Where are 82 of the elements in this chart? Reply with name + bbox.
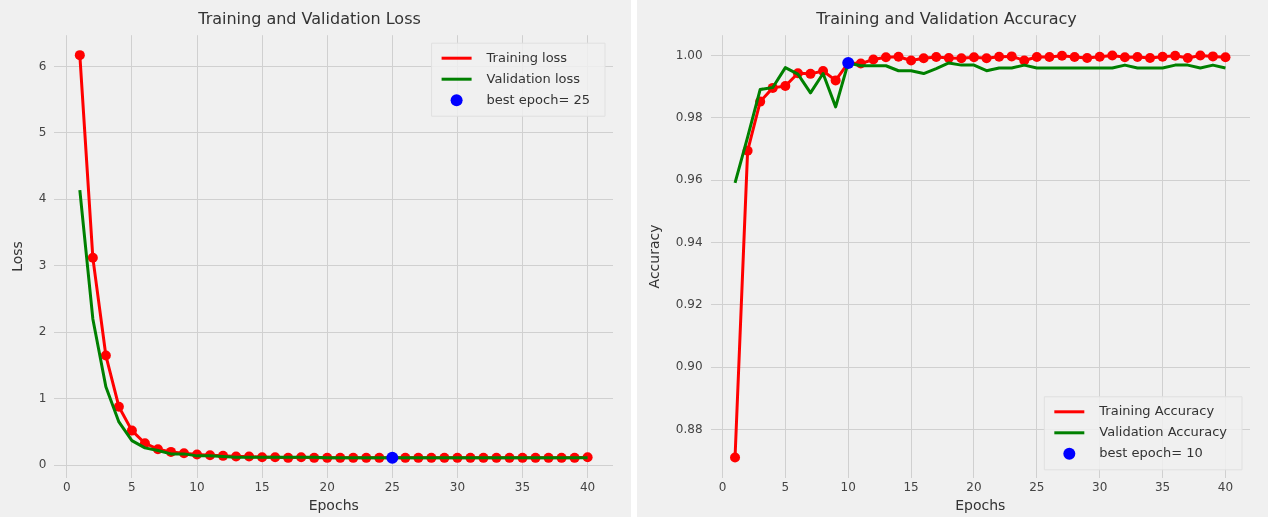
x-tick-label: 25 (384, 480, 400, 495)
x-tick-label: 10 (189, 480, 205, 495)
point (1170, 50, 1181, 61)
point (1006, 51, 1017, 62)
point (1220, 52, 1231, 63)
x-tick-label: 20 (319, 480, 335, 495)
chart-title: Training and Validation Loss (197, 8, 421, 28)
point (868, 54, 879, 65)
legend-label: Training loss (485, 49, 568, 65)
point (113, 401, 124, 412)
point (1132, 52, 1143, 63)
point (1057, 50, 1067, 61)
point (1031, 52, 1042, 63)
point (1157, 51, 1168, 62)
x-axis-title: Epochs (955, 497, 1006, 514)
point (1207, 51, 1218, 62)
legend-label: best epoch= 10 (1099, 445, 1203, 461)
point (931, 52, 942, 63)
point (956, 53, 967, 64)
point (1119, 52, 1130, 63)
y-tick-label: 0 (38, 457, 47, 472)
point (1044, 52, 1055, 63)
point (100, 350, 111, 361)
point (1107, 50, 1118, 61)
point (918, 53, 929, 64)
y-tick-label: 4 (38, 191, 47, 206)
x-tick-label: 0 (718, 480, 727, 495)
y-tick-label: 1.00 (675, 47, 703, 62)
point (830, 75, 841, 86)
point (981, 53, 992, 64)
x-tick-label: 30 (449, 480, 466, 495)
point (126, 425, 137, 436)
x-tick-label: 15 (254, 480, 270, 495)
point (880, 52, 891, 63)
point (780, 81, 791, 92)
y-tick-label: 6 (38, 58, 47, 73)
y-tick-label: 0.94 (675, 234, 703, 249)
y-tick-label: 0.98 (675, 109, 703, 124)
x-tick-label: 35 (1154, 480, 1171, 495)
legend-label: Validation loss (486, 70, 581, 86)
point (893, 51, 904, 62)
y-tick-label: 3 (38, 257, 47, 272)
legend-label: Training Accuracy (1098, 403, 1215, 419)
point (805, 68, 816, 79)
point (730, 452, 741, 463)
x-tick-label: 35 (514, 480, 531, 495)
y-tick-label: 0.88 (675, 421, 703, 436)
point (74, 50, 85, 61)
point (1182, 52, 1193, 63)
x-tick-label: 5 (128, 480, 136, 495)
y-axis-title: Accuracy (646, 224, 663, 289)
x-tick-label: 30 (1092, 480, 1108, 495)
point (943, 52, 954, 63)
x-tick-label: 25 (1029, 480, 1045, 495)
x-tick-label: 0 (62, 480, 71, 495)
point (1019, 55, 1030, 66)
y-tick-label: 2 (38, 324, 47, 339)
x-tick-label: 40 (1217, 480, 1234, 495)
chart-title: Training and Validation Accuracy (815, 8, 1077, 28)
y-tick-label: 0.96 (675, 172, 703, 187)
legend-label: Validation Accuracy (1099, 424, 1228, 440)
point (994, 51, 1005, 62)
x-tick-label: 20 (966, 480, 982, 495)
y-axis-title: Loss (9, 241, 26, 272)
point (1094, 51, 1105, 62)
x-tick-label: 40 (579, 480, 596, 495)
point (87, 252, 98, 263)
point (1145, 52, 1156, 63)
x-tick-label: 10 (840, 480, 856, 495)
y-tick-label: 1 (38, 390, 47, 405)
point (1069, 52, 1080, 63)
legend-label: best epoch= 25 (486, 91, 591, 107)
x-tick-label: 5 (781, 480, 790, 495)
point (1082, 52, 1093, 63)
point (1195, 50, 1206, 61)
point (968, 52, 979, 63)
point (906, 55, 917, 66)
y-tick-label: 0.90 (675, 359, 703, 374)
y-tick-label: 0.92 (675, 296, 703, 311)
x-axis-title: Epochs (308, 497, 359, 514)
x-tick-label: 15 (903, 480, 919, 495)
y-tick-label: 5 (38, 125, 47, 140)
